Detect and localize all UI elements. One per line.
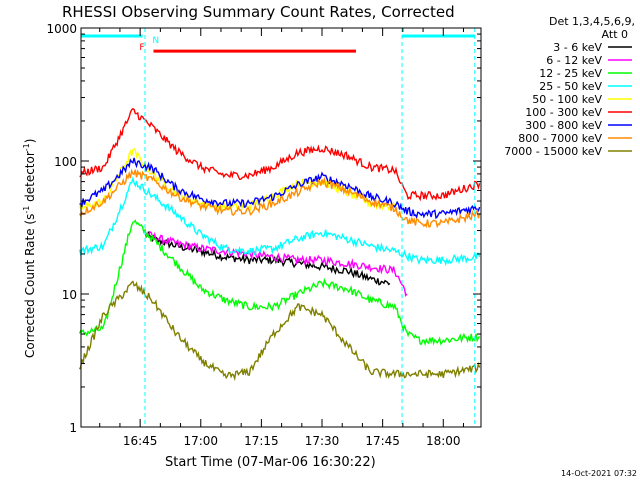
axis-layer: 16:45 17:00 17:15 17:30 17:45 18:00 1 10 100 1000 [46,22,481,448]
series-line-2 [78,219,481,347]
y-tick-label-3: 1000 [46,22,77,36]
series-layer [78,107,481,382]
y-axis-label-main: Corrected Count Rate (s [23,214,37,358]
legend-label-1: 6 - 12 keV [546,54,602,67]
x-tick-label-0: 16:45 [123,434,158,448]
y-tick-label-2: 100 [54,155,77,169]
x-tick-label-2: 17:15 [244,434,279,448]
x-tick-label-1: 17:00 [183,434,218,448]
legend-header-2: Att 0 [602,28,628,41]
y-axis-label-sup2: -1 [22,143,31,151]
legend-label-7: 800 - 7000 keV [518,132,602,145]
footer-date: 14-Oct-2021 07:32 [561,469,637,478]
legend-header-1: Det 1,3,4,5,6,9, [549,15,635,28]
series-line-5 [79,107,481,202]
series-line-0 [144,231,391,286]
legend-label-4: 50 - 100 keV [532,93,602,106]
series-line-1 [144,230,408,297]
annotation-layer: FN [80,28,476,427]
x-tick-label-3: 17:30 [305,434,340,448]
chart-title: RHESSI Observing Summary Count Rates, Co… [62,3,455,21]
legend-label-5: 100 - 300 keV [525,106,602,119]
night-marker-label: N [152,36,159,46]
legend-label-6: 300 - 800 keV [525,119,602,132]
plot-frame [80,27,482,428]
y-tick-label-0: 1 [69,421,77,435]
legend-label-0: 3 - 6 keV [553,41,602,54]
flare-marker-label: F [139,43,144,53]
legend-label-2: 12 - 25 keV [539,67,602,80]
series-line-7 [78,168,481,229]
y-tick-label-1: 10 [62,288,77,302]
series-line-3 [78,175,481,266]
y-axis-label-sup1: -1 [22,206,31,214]
legend-label-3: 25 - 50 keV [539,80,602,93]
series-line-8 [78,280,481,382]
x-tick-label-5: 18:00 [426,434,461,448]
x-tick-label-4: 17:45 [365,434,400,448]
y-axis-label-end: ) [23,139,37,144]
y-axis-label-mid: detector [23,151,37,206]
legend-label-8: 7000 - 15000 keV [504,145,602,158]
x-axis-label: Start Time (07-Mar-06 16:30:22) [165,455,376,470]
y-axis-label: Corrected Count Rate (s-1 detector-1) [22,139,37,358]
series-line-6 [79,157,481,220]
